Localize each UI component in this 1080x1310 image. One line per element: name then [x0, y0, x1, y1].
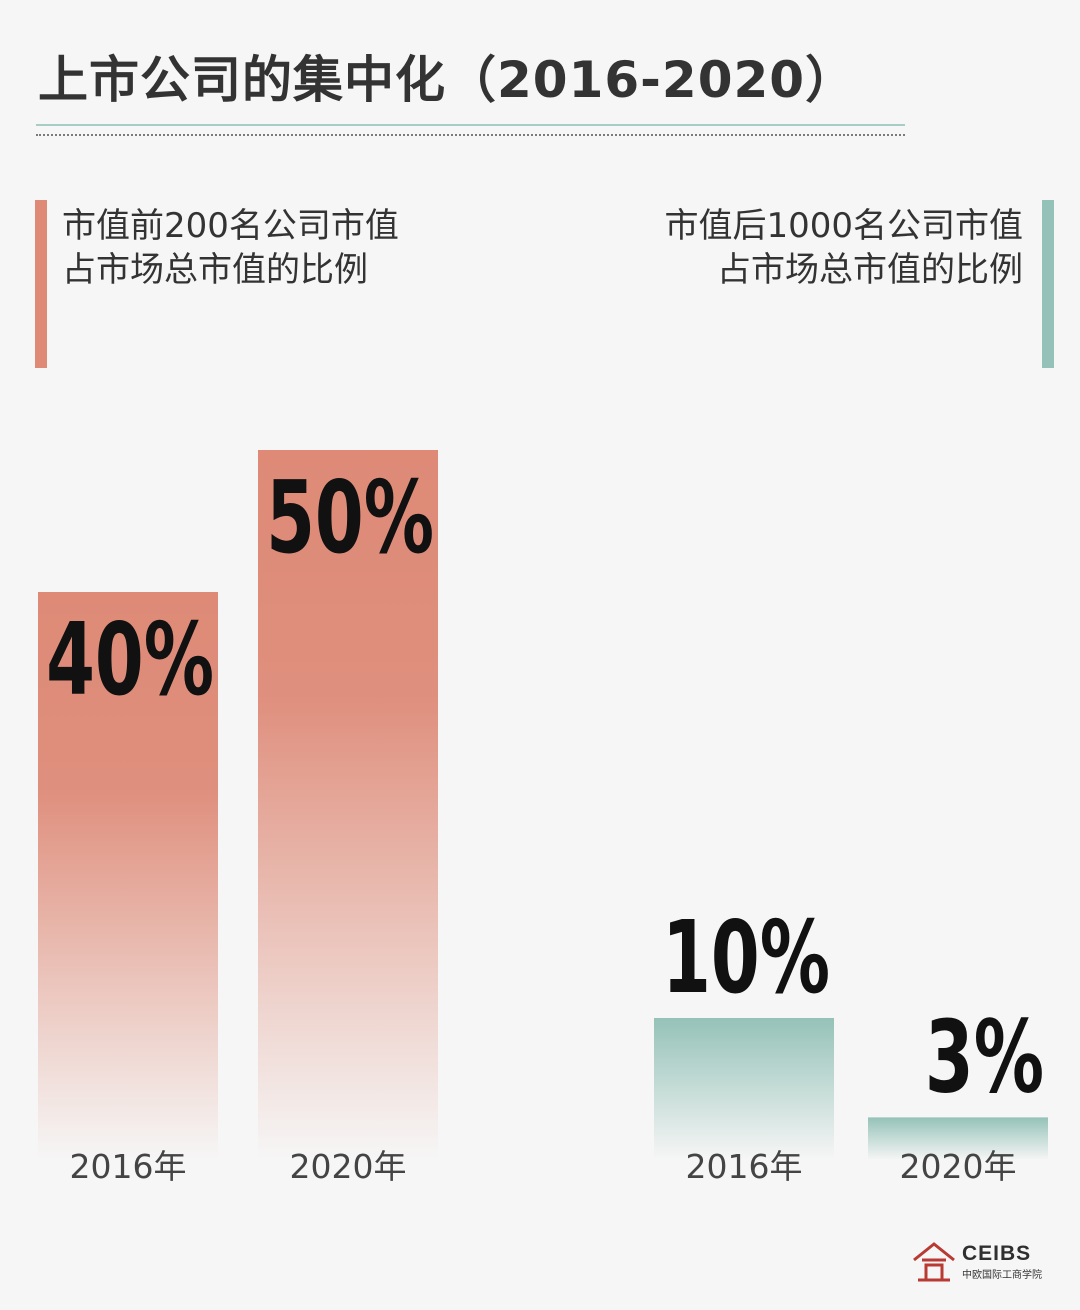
- title-dotted-divider: [36, 134, 905, 136]
- ceibs-emblem-icon: [913, 1242, 955, 1282]
- right-panel-accent-bar: [1042, 200, 1054, 368]
- left-panel-label-line: 占市场总市值的比例: [62, 250, 368, 290]
- right-value-label: 3%: [925, 1000, 1044, 1116]
- left-value-label: 40%: [46, 603, 214, 719]
- logo-subtitle: 中欧国际工商学院: [962, 1270, 1042, 1281]
- chart-title: 上市公司的集中化（2016-2020）: [38, 51, 857, 109]
- right-panel-label: 市值后1000名公司市值 占市场总市值的比例: [664, 204, 1023, 292]
- logo-name: CEIBS: [962, 1242, 1032, 1265]
- right-category-label: 2020年: [900, 1147, 1017, 1186]
- right-panel-label-line: 占市场总市值的比例: [717, 250, 1023, 290]
- left-value-label: 50%: [266, 461, 434, 577]
- title-underline: [36, 124, 905, 126]
- left-category-label: 2016年: [70, 1147, 187, 1186]
- left-bar-2016年: [38, 592, 218, 1160]
- ceibs-logo: CEIBS 中欧国际工商学院: [912, 1240, 1052, 1284]
- right-category-label: 2016年: [686, 1147, 803, 1186]
- left-bar-2020年: [258, 450, 438, 1160]
- left-category-label: 2020年: [290, 1147, 407, 1186]
- right-panel-label-line: 市值后1000名公司市值: [664, 206, 1023, 246]
- right-value-label: 10%: [662, 901, 830, 1017]
- right-bar-2016年: [654, 1018, 834, 1160]
- left-panel-label: 市值前200名公司市值 占市场总市值的比例: [62, 204, 399, 292]
- left-panel-accent-bar: [35, 200, 47, 368]
- right-bar-2020年: [868, 1117, 1048, 1160]
- left-panel-label-line: 市值前200名公司市值: [62, 206, 399, 246]
